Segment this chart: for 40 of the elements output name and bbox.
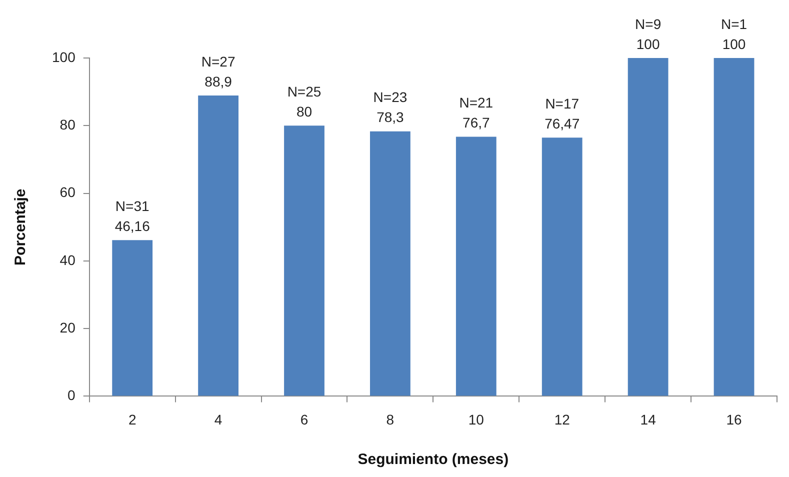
data-label: 78,3 <box>376 109 404 126</box>
annotation: N=21 <box>459 94 494 111</box>
bar <box>112 240 153 396</box>
x-tick-label: 2 <box>128 411 136 428</box>
x-tick-label: 4 <box>214 411 222 428</box>
annotation: N=25 <box>287 84 322 100</box>
y-tick-label: 0 <box>68 387 76 404</box>
bar <box>628 58 668 396</box>
annotation: N=9 <box>635 16 662 32</box>
data-label: 80 <box>296 104 312 120</box>
x-tick-label: 8 <box>386 411 394 428</box>
bar <box>714 58 754 396</box>
data-label: 76,47 <box>544 115 580 132</box>
data-label: 76,7 <box>462 114 490 131</box>
bar <box>542 138 582 396</box>
x-tick-label: 10 <box>468 411 484 428</box>
y-axis-title: Porcentaje <box>12 188 30 266</box>
annotation: N=1 <box>720 16 748 32</box>
bar <box>284 126 324 396</box>
bar <box>198 96 238 396</box>
x-tick-label: 6 <box>300 411 308 428</box>
annotation: N=17 <box>545 95 580 112</box>
data-label: 100 <box>636 36 660 52</box>
data-label: 46,16 <box>114 218 150 234</box>
y-tick-label: 20 <box>60 319 76 336</box>
y-tick-label: 100 <box>52 48 76 65</box>
bar <box>456 136 496 396</box>
annotation: N=31 <box>115 198 150 214</box>
x-tick-label: 12 <box>554 411 570 428</box>
x-tick-label: 16 <box>726 411 742 428</box>
data-label: 100 <box>722 36 746 52</box>
bar <box>370 131 410 396</box>
annotation: N=23 <box>373 89 408 106</box>
x-tick-label: 14 <box>640 411 656 428</box>
annotation: N=27 <box>201 53 236 70</box>
y-tick-label: 80 <box>60 116 76 132</box>
x-axis-title: Seguimiento (meses) <box>358 451 509 468</box>
y-tick-label: 40 <box>60 252 76 268</box>
data-label: 88,9 <box>204 73 232 90</box>
y-tick-label: 60 <box>60 184 76 200</box>
